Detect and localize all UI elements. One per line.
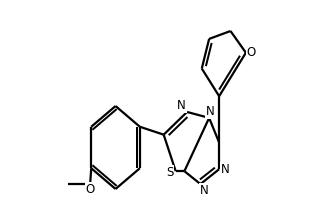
Text: N: N [206, 105, 214, 118]
Text: O: O [247, 46, 256, 59]
Text: S: S [166, 166, 173, 179]
Text: N: N [221, 163, 230, 176]
Text: N: N [200, 184, 209, 197]
Text: O: O [86, 183, 95, 196]
Text: N: N [177, 99, 186, 112]
